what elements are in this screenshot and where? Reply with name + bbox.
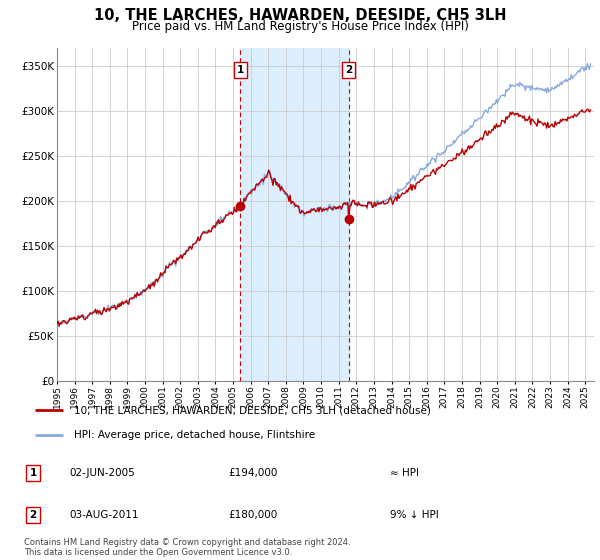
Text: 10, THE LARCHES, HAWARDEN, DEESIDE, CH5 3LH (detached house): 10, THE LARCHES, HAWARDEN, DEESIDE, CH5 … bbox=[74, 405, 431, 416]
Text: 10, THE LARCHES, HAWARDEN, DEESIDE, CH5 3LH: 10, THE LARCHES, HAWARDEN, DEESIDE, CH5 … bbox=[94, 8, 506, 24]
Text: £194,000: £194,000 bbox=[228, 468, 277, 478]
Text: HPI: Average price, detached house, Flintshire: HPI: Average price, detached house, Flin… bbox=[74, 430, 315, 440]
Text: 2: 2 bbox=[345, 65, 353, 75]
Text: £180,000: £180,000 bbox=[228, 510, 277, 520]
Bar bbox=[241, 48, 349, 381]
Text: 1: 1 bbox=[237, 65, 244, 75]
Text: Price paid vs. HM Land Registry's House Price Index (HPI): Price paid vs. HM Land Registry's House … bbox=[131, 20, 469, 32]
Text: 02-JUN-2005: 02-JUN-2005 bbox=[69, 468, 135, 478]
Text: 03-AUG-2011: 03-AUG-2011 bbox=[69, 510, 139, 520]
Text: ≈ HPI: ≈ HPI bbox=[390, 468, 419, 478]
Text: 2: 2 bbox=[29, 510, 37, 520]
Text: Contains HM Land Registry data © Crown copyright and database right 2024.
This d: Contains HM Land Registry data © Crown c… bbox=[24, 538, 350, 557]
Text: 1: 1 bbox=[29, 468, 37, 478]
Text: 9% ↓ HPI: 9% ↓ HPI bbox=[390, 510, 439, 520]
